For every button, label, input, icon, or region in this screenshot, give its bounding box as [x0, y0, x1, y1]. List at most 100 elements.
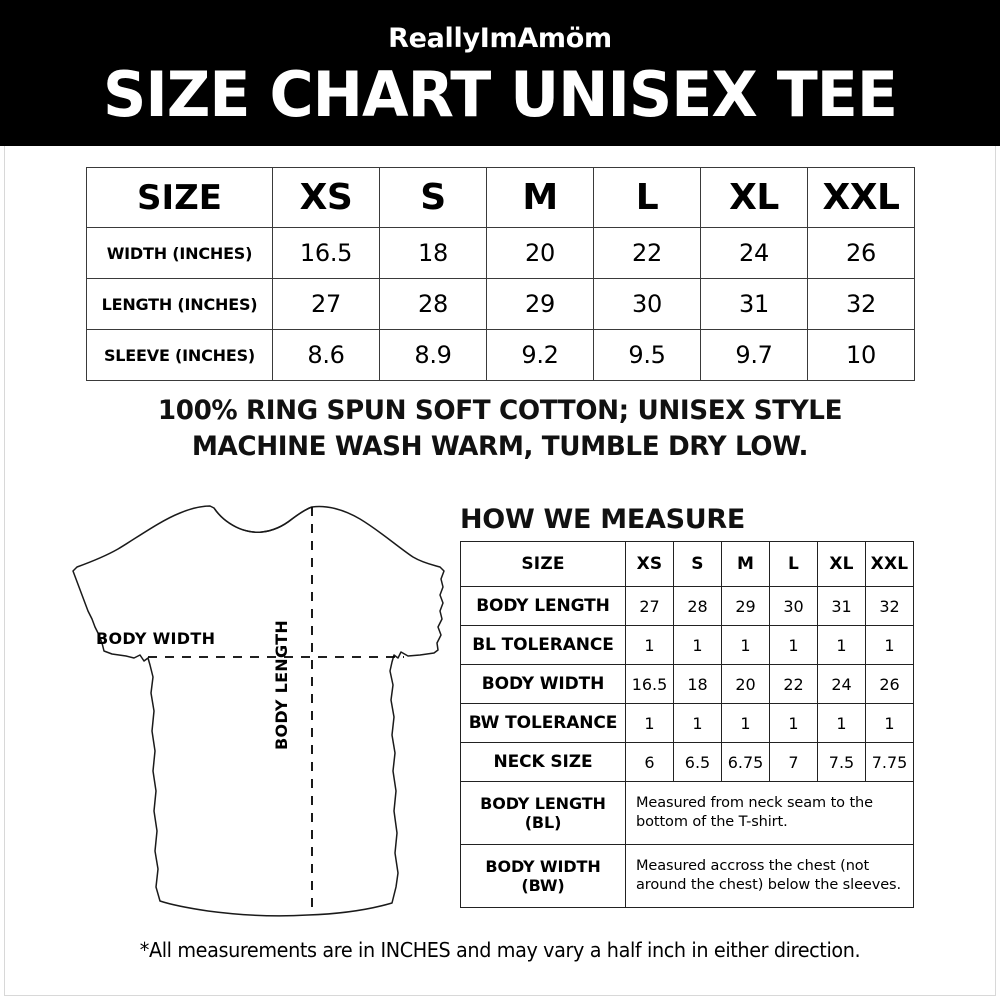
row-label-sleeve: SLEEVE (INCHES): [86, 329, 273, 381]
hwm-row-label-body-width: BODY WIDTH: [460, 664, 626, 704]
column-header-xs: XS: [272, 167, 380, 228]
tshirt-diagram: [68, 495, 458, 925]
definition-term-bw-line1: BODY WIDTH: [485, 857, 601, 876]
hwm-cell-bwtol-xs: 1: [625, 703, 674, 743]
definition-text-bw: Measured accross the chest (not around t…: [625, 844, 914, 908]
hwm-cell-bwtol-xl: 1: [817, 703, 866, 743]
column-header-xxl: XXL: [807, 167, 915, 228]
hwm-cell-bodywidth-m: 20: [721, 664, 770, 704]
definition-term-bw-line2: (BW): [521, 876, 565, 895]
hwm-column-header-xxl: XXL: [865, 541, 914, 587]
hwm-cell-bwtol-xxl: 1: [865, 703, 914, 743]
hwm-column-header-xl: XL: [817, 541, 866, 587]
definition-term-bw: BODY WIDTH (BW): [460, 844, 626, 908]
table-header-row: SIZE XS S M L XL XXL: [86, 167, 915, 228]
brand-name: ReallyImAmöm: [388, 23, 612, 54]
definition-term-bl: BODY LENGTH (BL): [460, 781, 626, 845]
cell-sleeve-l: 9.5: [593, 329, 701, 381]
table-row: SLEEVE (INCHES) 8.6 8.9 9.2 9.5 9.7 10: [86, 329, 915, 381]
table-header-row: SIZE XS S M L XL XXL: [460, 541, 914, 587]
hwm-cell-bltol-l: 1: [769, 625, 818, 665]
cell-length-m: 29: [486, 278, 594, 330]
cell-length-xs: 27: [272, 278, 380, 330]
hwm-cell-bodylength-m: 29: [721, 586, 770, 626]
definition-row: BODY WIDTH (BW) Measured accross the che…: [460, 844, 914, 908]
column-header-s: S: [379, 167, 487, 228]
definition-term-bl-line2: (BL): [524, 813, 562, 832]
hwm-cell-bodywidth-l: 22: [769, 664, 818, 704]
hwm-cell-neck-xxl: 7.75: [865, 742, 914, 782]
hwm-cell-bodywidth-xl: 24: [817, 664, 866, 704]
cell-width-xxl: 26: [807, 227, 915, 279]
fabric-description-line1: 100% RING SPUN SOFT COTTON; UNISEX STYLE: [157, 395, 843, 426]
cell-sleeve-s: 8.9: [379, 329, 487, 381]
column-header-l: L: [593, 167, 701, 228]
hwm-cell-neck-s: 6.5: [673, 742, 722, 782]
column-header-xl: XL: [700, 167, 808, 228]
hwm-cell-bodylength-l: 30: [769, 586, 818, 626]
table-row: BODY WIDTH 16.5 18 20 22 24 26: [460, 664, 914, 704]
row-label-width: WIDTH (INCHES): [86, 227, 273, 279]
hwm-column-header-xs: XS: [625, 541, 674, 587]
cell-length-xxl: 32: [807, 278, 915, 330]
cell-sleeve-xs: 8.6: [272, 329, 380, 381]
hwm-cell-bwtol-m: 1: [721, 703, 770, 743]
body-length-label: BODY LENGTH: [272, 619, 291, 750]
hwm-cell-neck-xs: 6: [625, 742, 674, 782]
fabric-description-line2: MACHINE WASH WARM, TUMBLE DRY LOW.: [191, 431, 809, 462]
column-header-m: M: [486, 167, 594, 228]
hwm-cell-bodylength-s: 28: [673, 586, 722, 626]
hwm-cell-bodylength-xs: 27: [625, 586, 674, 626]
definition-text-bl: Measured from neck seam to the bottom of…: [625, 781, 914, 845]
main-size-table: SIZE XS S M L XL XXL WIDTH (INCHES) 16.5…: [86, 167, 915, 381]
table-row: BODY LENGTH 27 28 29 30 31 32: [460, 586, 914, 626]
hwm-cell-bltol-xxl: 1: [865, 625, 914, 665]
hwm-row-label-body-length: BODY LENGTH: [460, 586, 626, 626]
hwm-cell-bodylength-xxl: 32: [865, 586, 914, 626]
table-row: BW TOLERANCE 1 1 1 1 1 1: [460, 703, 914, 743]
body-width-label: BODY WIDTH: [96, 629, 216, 648]
hwm-cell-bodywidth-xs: 16.5: [625, 664, 674, 704]
hwm-column-header-s: S: [673, 541, 722, 587]
how-we-measure-table: SIZE XS S M L XL XXL BODY LENGTH 27 28 2…: [460, 541, 914, 908]
table-row: LENGTH (INCHES) 27 28 29 30 31 32: [86, 278, 915, 330]
table-row: NECK SIZE 6 6.5 6.75 7 7.5 7.75: [460, 742, 914, 782]
hwm-cell-bodywidth-xxl: 26: [865, 664, 914, 704]
column-header-size: SIZE: [86, 167, 273, 228]
cell-width-xl: 24: [700, 227, 808, 279]
footnote: *All measurements are in INCHES and may …: [139, 938, 861, 962]
hwm-row-label-bw-tolerance: BW TOLERANCE: [460, 703, 626, 743]
fabric-description: 100% RING SPUN SOFT COTTON; UNISEX STYLE…: [15, 393, 985, 465]
tshirt-outline-path: [72, 505, 445, 917]
cell-width-s: 18: [379, 227, 487, 279]
hwm-cell-bltol-xs: 1: [625, 625, 674, 665]
cell-sleeve-m: 9.2: [486, 329, 594, 381]
cell-sleeve-xl: 9.7: [700, 329, 808, 381]
tshirt-neckline-path: [213, 506, 313, 533]
cell-sleeve-xxl: 10: [807, 329, 915, 381]
hwm-cell-bodywidth-s: 18: [673, 664, 722, 704]
definition-row: BODY LENGTH (BL) Measured from neck seam…: [460, 781, 914, 845]
cell-length-xl: 31: [700, 278, 808, 330]
hwm-cell-bwtol-s: 1: [673, 703, 722, 743]
hwm-column-header-l: L: [769, 541, 818, 587]
row-label-length: LENGTH (INCHES): [86, 278, 273, 330]
hwm-cell-neck-m: 6.75: [721, 742, 770, 782]
cell-length-s: 28: [379, 278, 487, 330]
table-row: BL TOLERANCE 1 1 1 1 1 1: [460, 625, 914, 665]
hwm-column-header-size: SIZE: [460, 541, 626, 587]
hwm-row-label-bl-tolerance: BL TOLERANCE: [460, 625, 626, 665]
header-band: ReallyImAmöm SIZE CHART UNISEX TEE: [0, 0, 1000, 146]
hwm-cell-bltol-xl: 1: [817, 625, 866, 665]
hwm-cell-bwtol-l: 1: [769, 703, 818, 743]
cell-width-xs: 16.5: [272, 227, 380, 279]
hwm-cell-bltol-s: 1: [673, 625, 722, 665]
definition-term-bl-line1: BODY LENGTH: [480, 794, 606, 813]
hwm-cell-neck-l: 7: [769, 742, 818, 782]
hwm-cell-neck-xl: 7.5: [817, 742, 866, 782]
cell-length-l: 30: [593, 278, 701, 330]
hwm-row-label-neck-size: NECK SIZE: [460, 742, 626, 782]
hwm-cell-bltol-m: 1: [721, 625, 770, 665]
how-we-measure-title: HOW WE MEASURE: [460, 504, 745, 535]
